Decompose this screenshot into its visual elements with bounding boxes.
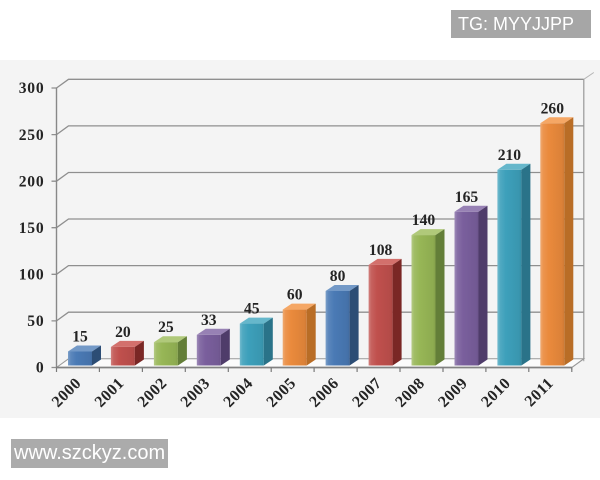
svg-text:140: 140 bbox=[412, 212, 436, 229]
svg-text:50: 50 bbox=[27, 313, 44, 330]
svg-text:25: 25 bbox=[158, 319, 174, 336]
svg-text:60: 60 bbox=[287, 287, 303, 304]
svg-text:20: 20 bbox=[115, 324, 131, 341]
svg-text:100: 100 bbox=[19, 267, 45, 284]
svg-text:200: 200 bbox=[19, 173, 45, 190]
svg-text:210: 210 bbox=[498, 147, 522, 164]
svg-text:45: 45 bbox=[244, 301, 260, 318]
svg-text:0: 0 bbox=[36, 360, 45, 377]
svg-text:260: 260 bbox=[541, 100, 565, 117]
svg-text:15: 15 bbox=[72, 329, 88, 346]
svg-text:150: 150 bbox=[19, 220, 45, 237]
svg-text:108: 108 bbox=[369, 242, 393, 259]
svg-text:250: 250 bbox=[19, 127, 45, 144]
svg-text:33: 33 bbox=[201, 312, 217, 329]
svg-text:165: 165 bbox=[455, 189, 479, 206]
svg-text:80: 80 bbox=[330, 268, 346, 285]
svg-text:300: 300 bbox=[19, 80, 45, 97]
